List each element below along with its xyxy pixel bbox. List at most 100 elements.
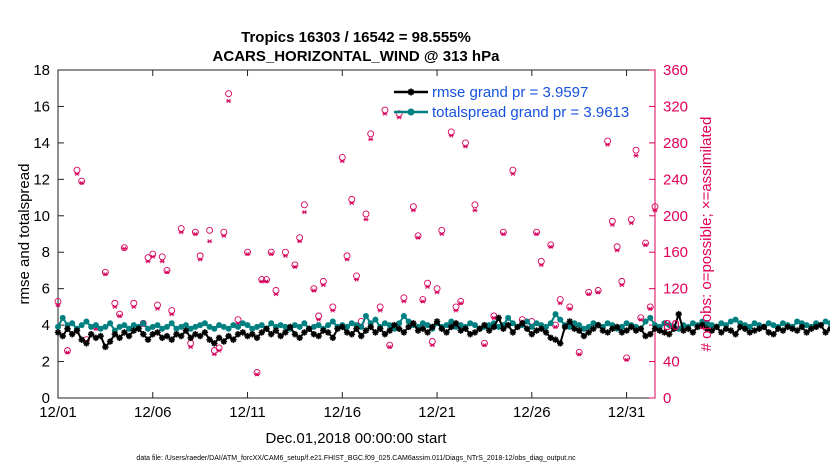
series-point: [230, 336, 237, 343]
obs-assimilated-marker: [510, 171, 516, 177]
series-point: [670, 325, 678, 332]
obs-assimilated-marker: [178, 230, 184, 235]
series-point: [83, 340, 90, 347]
series-point-stroke: [438, 325, 445, 332]
series-point-stroke: [671, 325, 677, 332]
series-point: [258, 322, 265, 329]
obs-possible-marker: [196, 252, 204, 260]
series-point-stroke: [794, 327, 800, 334]
series-point: [102, 343, 109, 351]
series-point: [505, 314, 512, 321]
series-point: [765, 320, 772, 327]
obs-assimilated-stroke: [534, 231, 539, 237]
series-point-stroke: [282, 329, 289, 336]
obs-assimilated-stroke: [269, 251, 274, 257]
series-point: [305, 325, 313, 332]
series-point-stroke: [481, 322, 488, 328]
obs-possible-marker: [163, 266, 171, 274]
obs-assimilated-marker: [216, 348, 222, 353]
legend-label: totalspread grand pr = 3.9613: [432, 104, 629, 121]
obs-possible-marker: [386, 341, 394, 349]
obs-assimilated-marker: [150, 254, 156, 259]
obs-assimilated-stroke: [207, 239, 212, 244]
series-point: [211, 340, 218, 347]
obs-assimilated-marker: [614, 248, 620, 253]
obs-possible-marker: [54, 297, 62, 305]
series-point: [793, 327, 801, 334]
series-point: [405, 318, 412, 325]
obs-assimilated-stroke: [633, 153, 639, 158]
series-point: [732, 331, 739, 338]
series-point: [163, 332, 171, 340]
series-point-stroke: [590, 325, 597, 332]
obs-assimilated-marker: [552, 324, 559, 330]
series-point: [438, 325, 445, 332]
series-point-stroke: [486, 327, 492, 334]
obs-assimilated-marker: [434, 290, 440, 295]
series-point: [239, 320, 246, 327]
series-point: [348, 331, 355, 338]
obs-assimilated-marker: [619, 282, 625, 288]
series-point: [362, 327, 370, 334]
obs-assimilated-marker: [462, 144, 469, 149]
obs-assimilated-marker: [353, 277, 360, 282]
series-point: [154, 322, 161, 329]
obs-assimilated-stroke: [340, 158, 345, 164]
obs-possible-marker: [457, 297, 465, 305]
obs-assimilated-marker: [225, 98, 232, 104]
series-point: [538, 325, 545, 332]
series-point: [296, 334, 303, 342]
obs-possible-marker: [73, 166, 81, 174]
obs-possible-marker: [130, 299, 138, 307]
series-point: [770, 331, 777, 338]
series-point-stroke: [216, 335, 222, 341]
series-point: [230, 322, 237, 329]
obs-assimilated-stroke: [254, 372, 260, 377]
obs-assimilated-stroke: [430, 343, 435, 348]
y-right-tick-label: 160: [663, 244, 688, 261]
series-point: [116, 334, 123, 342]
series-point-stroke: [647, 331, 654, 338]
series-point: [111, 331, 119, 338]
series-point-stroke: [571, 325, 578, 332]
obs-assimilated-marker: [605, 142, 611, 147]
obs-assimilated-stroke: [411, 208, 416, 213]
obs-possible-marker: [646, 303, 654, 311]
series-point: [524, 318, 531, 325]
series-point: [495, 323, 502, 330]
series-point-stroke: [614, 324, 620, 330]
series-point: [391, 321, 398, 329]
series-point: [794, 318, 801, 325]
obs-assimilated-marker: [116, 313, 123, 319]
obs-possible-marker: [381, 106, 389, 114]
obs-assimilated-stroke: [311, 288, 316, 293]
obs-assimilated-stroke: [221, 233, 226, 238]
obs-assimilated-stroke: [316, 317, 321, 322]
obs-assimilated-stroke: [539, 262, 544, 268]
series-point: [557, 316, 564, 323]
series-point: [301, 329, 308, 336]
obs-assimilated-stroke: [117, 313, 122, 319]
obs-assimilated-stroke: [610, 222, 615, 228]
series-point: [192, 323, 199, 330]
series-point-stroke: [576, 327, 582, 334]
obs-possible-marker: [585, 288, 593, 296]
obs-assimilated-stroke: [292, 264, 298, 269]
obs-possible-marker: [338, 154, 346, 161]
chart-subtitle: ACARS_HORIZONTAL_WIND @ 313 hPa: [213, 48, 501, 65]
series-point: [528, 331, 536, 338]
obs-count-layer: [54, 90, 659, 377]
series-point: [187, 325, 194, 332]
series-point-stroke: [410, 320, 417, 327]
series-point-stroke: [424, 329, 431, 336]
series-point: [126, 325, 133, 332]
obs-assimilated-stroke: [363, 217, 369, 222]
obs-assimilated-marker: [382, 111, 388, 116]
obs-assimilated-stroke: [553, 324, 558, 330]
obs-assimilated-marker: [557, 301, 563, 306]
series-point-stroke: [221, 338, 227, 345]
series-point: [666, 331, 673, 338]
obs-possible-marker: [353, 272, 360, 280]
series-point-stroke: [391, 322, 398, 328]
